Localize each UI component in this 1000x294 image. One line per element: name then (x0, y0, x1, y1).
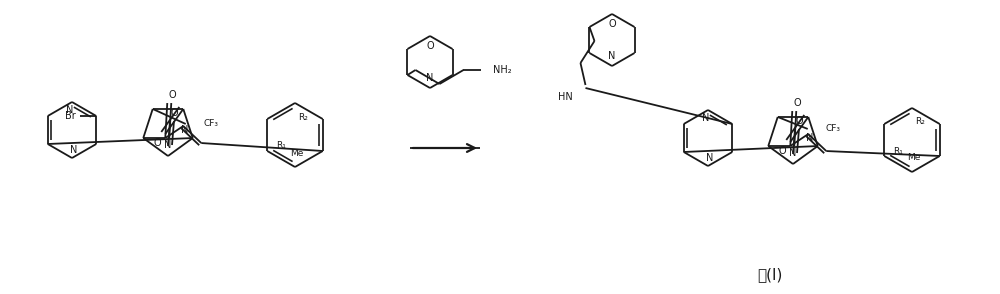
Text: N: N (706, 153, 714, 163)
Text: O: O (778, 146, 786, 156)
Text: O: O (608, 19, 616, 29)
Text: R₁: R₁ (276, 141, 286, 151)
Text: N: N (66, 105, 74, 115)
Text: O: O (795, 116, 803, 126)
Text: N: N (702, 113, 710, 123)
Text: N: N (608, 51, 616, 61)
Text: O: O (170, 108, 178, 118)
Text: N: N (806, 133, 813, 143)
Text: Br: Br (65, 111, 76, 121)
Text: O: O (426, 41, 434, 51)
Text: N: N (181, 125, 188, 135)
Text: N: N (164, 140, 172, 150)
Text: R₂: R₂ (915, 118, 925, 126)
Text: 式(I): 式(I) (757, 268, 783, 283)
Text: R₂: R₂ (298, 113, 308, 121)
Text: HN: HN (558, 92, 573, 102)
Text: NH₂: NH₂ (493, 65, 512, 75)
Text: CF₃: CF₃ (204, 119, 219, 128)
Text: N: N (789, 148, 797, 158)
Text: O: O (793, 98, 801, 108)
Text: O: O (168, 90, 176, 100)
Text: Me: Me (907, 153, 921, 163)
Text: CF₃: CF₃ (826, 124, 841, 133)
Text: Me: Me (290, 148, 304, 158)
Text: N: N (70, 145, 78, 155)
Text: O: O (153, 138, 161, 148)
Text: N: N (426, 73, 434, 83)
Text: R₁: R₁ (893, 146, 903, 156)
